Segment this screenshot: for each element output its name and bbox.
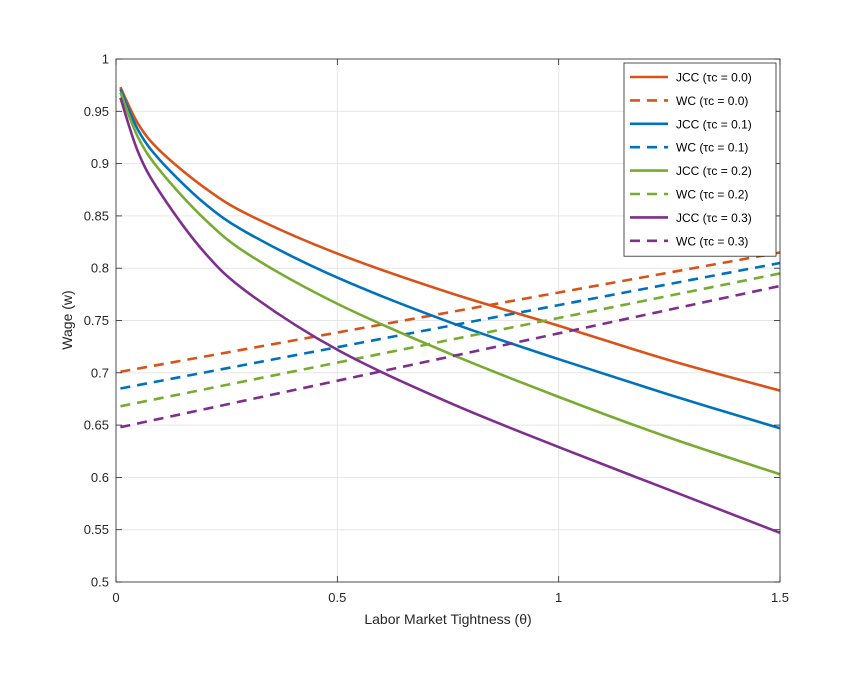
series-line-3 — [119, 88, 781, 430]
legend-entry-label: WC (τc = 0.0) — [676, 94, 748, 108]
series-line-8 — [120, 284, 781, 429]
legend: JCC (τc = 0.0) WC (τc = 0.0) JCC (τc = 0.1… — [623, 62, 777, 257]
x-tick-label: 0 — [112, 590, 119, 605]
legend-box — [623, 62, 777, 257]
series-line-5 — [119, 91, 781, 476]
series-line-2 — [120, 251, 781, 374]
legend-entry-label: WC (τc = 0.1) — [676, 141, 748, 155]
x-tick-label: 1.5 — [771, 590, 789, 605]
legend-entry-label: WC (τc = 0.2) — [676, 188, 748, 202]
y-tick-label: 0.65 — [84, 418, 109, 433]
y-tick-label: 0.55 — [84, 522, 109, 537]
series-lines — [119, 86, 781, 535]
legend-entry-label: JCC (τc = 0.0) — [676, 71, 752, 85]
series-line-4 — [120, 261, 781, 390]
y-tick-label: 0.95 — [84, 104, 109, 119]
y-tick-label: 0.7 — [91, 365, 109, 380]
x-tick-label: 1 — [555, 590, 562, 605]
y-tick-label: 0.6 — [91, 470, 109, 485]
legend-entry-label: JCC (τc = 0.2) — [676, 164, 752, 178]
legend-entry-label: JCC (τc = 0.3) — [676, 211, 752, 225]
x-axis-label: Labor Market Tightness (θ) — [364, 611, 531, 627]
x-tick-label: 0.5 — [328, 590, 346, 605]
y-tick-label: 0.9 — [91, 156, 109, 171]
legend-entry-label: JCC (τc = 0.1) — [676, 117, 752, 131]
axis-ticks: 0 0.5 1 1.50.50.550.60.650.70.750.80.850.90… — [84, 52, 789, 606]
y-tick-label: 1 — [102, 52, 109, 67]
series-line-1 — [119, 86, 781, 392]
y-tick-label: 0.5 — [91, 575, 109, 590]
series-line-7 — [119, 97, 781, 535]
y-tick-label: 0.8 — [91, 261, 109, 276]
y-axis-label: Wage (w) — [59, 290, 75, 349]
legend-entry-label: WC (τc = 0.3) — [676, 234, 748, 248]
y-tick-label: 0.75 — [84, 313, 109, 328]
y-tick-label: 0.85 — [84, 208, 109, 223]
